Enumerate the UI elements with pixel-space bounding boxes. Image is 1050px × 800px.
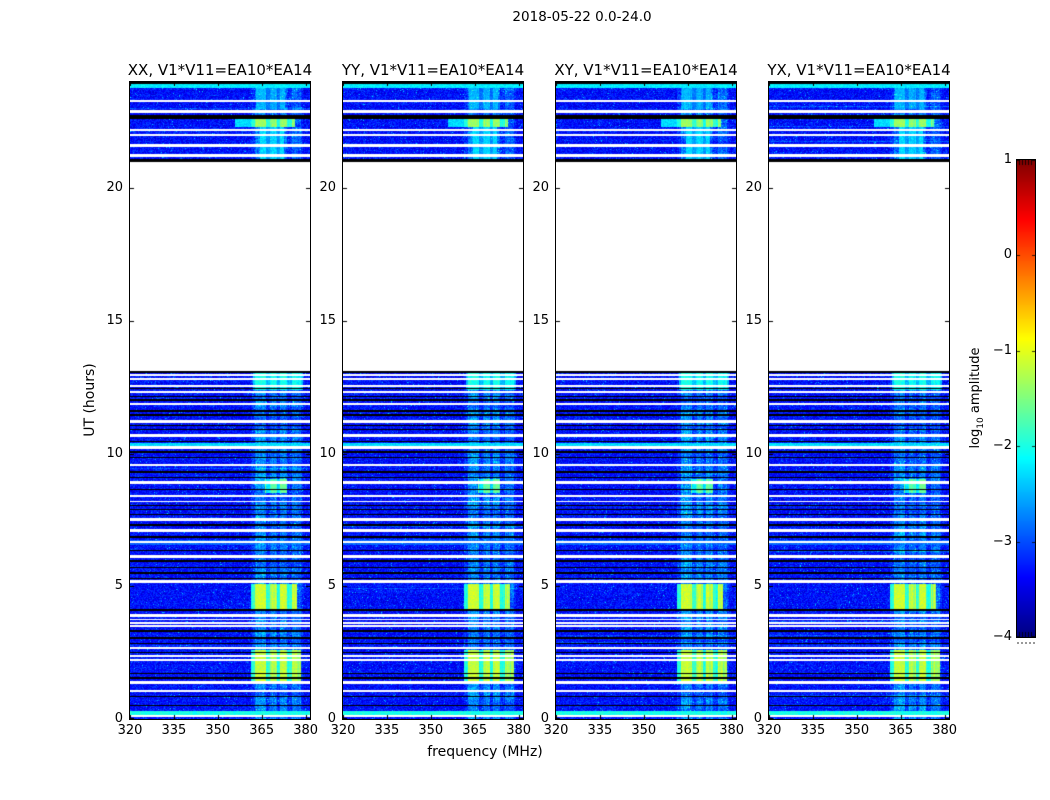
- y-axis-label: UT (hours): [82, 363, 98, 437]
- y-tick-label: 0: [327, 711, 336, 726]
- x-tick-label: 335: [587, 723, 613, 738]
- y-tick-label: 15: [106, 312, 123, 328]
- y-tick-label: 10: [106, 445, 123, 461]
- x-tick-label: 365: [675, 723, 701, 738]
- x-axis-label: frequency (MHz): [427, 744, 543, 760]
- panel-title-xx: XX, V1*V11=EA10*EA14: [127, 61, 313, 79]
- spectrogram-canvas-yy: [343, 82, 523, 719]
- spectrogram-canvas-xy: [556, 82, 736, 719]
- y-tick-label: 10: [745, 445, 762, 461]
- x-tick-label: 380: [719, 723, 745, 738]
- y-tick-label: 20: [532, 180, 549, 196]
- x-tick-label: 320: [117, 723, 143, 738]
- y-tick-label: 15: [745, 312, 762, 328]
- panel-title-xy: XY, V1*V11=EA10*EA14: [554, 61, 738, 79]
- x-tick-label: 350: [205, 723, 231, 738]
- x-tick-label: 335: [800, 723, 826, 738]
- y-tick-label: 5: [327, 578, 336, 594]
- x-tick-label: 320: [330, 723, 356, 738]
- x-tick-label: 320: [543, 723, 569, 738]
- panel-title-yx: YX, V1*V11=EA10*EA14: [767, 61, 951, 79]
- colorbar-label-subscript: 10: [975, 417, 986, 429]
- colorbar-label-suffix: amplitude: [968, 347, 984, 418]
- panel-title-yy: YY, V1*V11=EA10*EA14: [341, 61, 525, 79]
- y-tick-label: 0: [753, 711, 762, 726]
- colorbar-minor-dots: [1017, 642, 1035, 644]
- spectrogram-panel-yx: [768, 81, 950, 720]
- figure-title: 2018-05-22 0.0-24.0: [512, 9, 652, 25]
- y-tick-label: 20: [106, 180, 123, 196]
- x-tick-label: 365: [462, 723, 488, 738]
- y-tick-label: 0: [114, 711, 123, 726]
- spectrogram-panel-xx: [129, 81, 311, 720]
- x-tick-label: 335: [161, 723, 187, 738]
- y-tick-label: 15: [532, 312, 549, 328]
- colorbar: [1016, 159, 1036, 638]
- colorbar-tick-label: 1: [1003, 152, 1012, 167]
- y-tick-label: 15: [319, 312, 336, 328]
- y-tick-label: 5: [753, 578, 762, 594]
- y-tick-label: 10: [319, 445, 336, 461]
- y-tick-label: 5: [114, 578, 123, 594]
- spectrogram-canvas-xx: [130, 82, 310, 719]
- colorbar-label-text: log: [968, 428, 984, 449]
- colorbar-tick-label: −1: [992, 342, 1012, 358]
- y-tick-label: 10: [532, 445, 549, 461]
- x-tick-label: 350: [631, 723, 657, 738]
- x-tick-label: 365: [888, 723, 914, 738]
- x-tick-label: 380: [506, 723, 532, 738]
- colorbar-tick-label: −2: [992, 438, 1012, 454]
- x-tick-label: 350: [418, 723, 444, 738]
- y-tick-label: 0: [540, 711, 549, 726]
- spectrogram-canvas-yx: [769, 82, 949, 719]
- spectrogram-panel-yy: [342, 81, 524, 720]
- colorbar-tick-label: −3: [992, 533, 1012, 549]
- colorbar-canvas: [1017, 160, 1035, 637]
- x-tick-label: 350: [844, 723, 870, 738]
- spectrogram-panel-xy: [555, 81, 737, 720]
- x-tick-label: 320: [756, 723, 782, 738]
- colorbar-label: log10 amplitude: [968, 347, 986, 448]
- x-tick-label: 380: [932, 723, 958, 738]
- colorbar-tick-label: 0: [1003, 247, 1012, 263]
- x-tick-label: 335: [374, 723, 400, 738]
- x-tick-label: 365: [249, 723, 275, 738]
- y-tick-label: 20: [319, 180, 336, 196]
- y-tick-label: 20: [745, 180, 762, 196]
- x-tick-label: 380: [293, 723, 319, 738]
- colorbar-tick-label: −4: [992, 629, 1012, 644]
- y-tick-label: 5: [540, 578, 549, 594]
